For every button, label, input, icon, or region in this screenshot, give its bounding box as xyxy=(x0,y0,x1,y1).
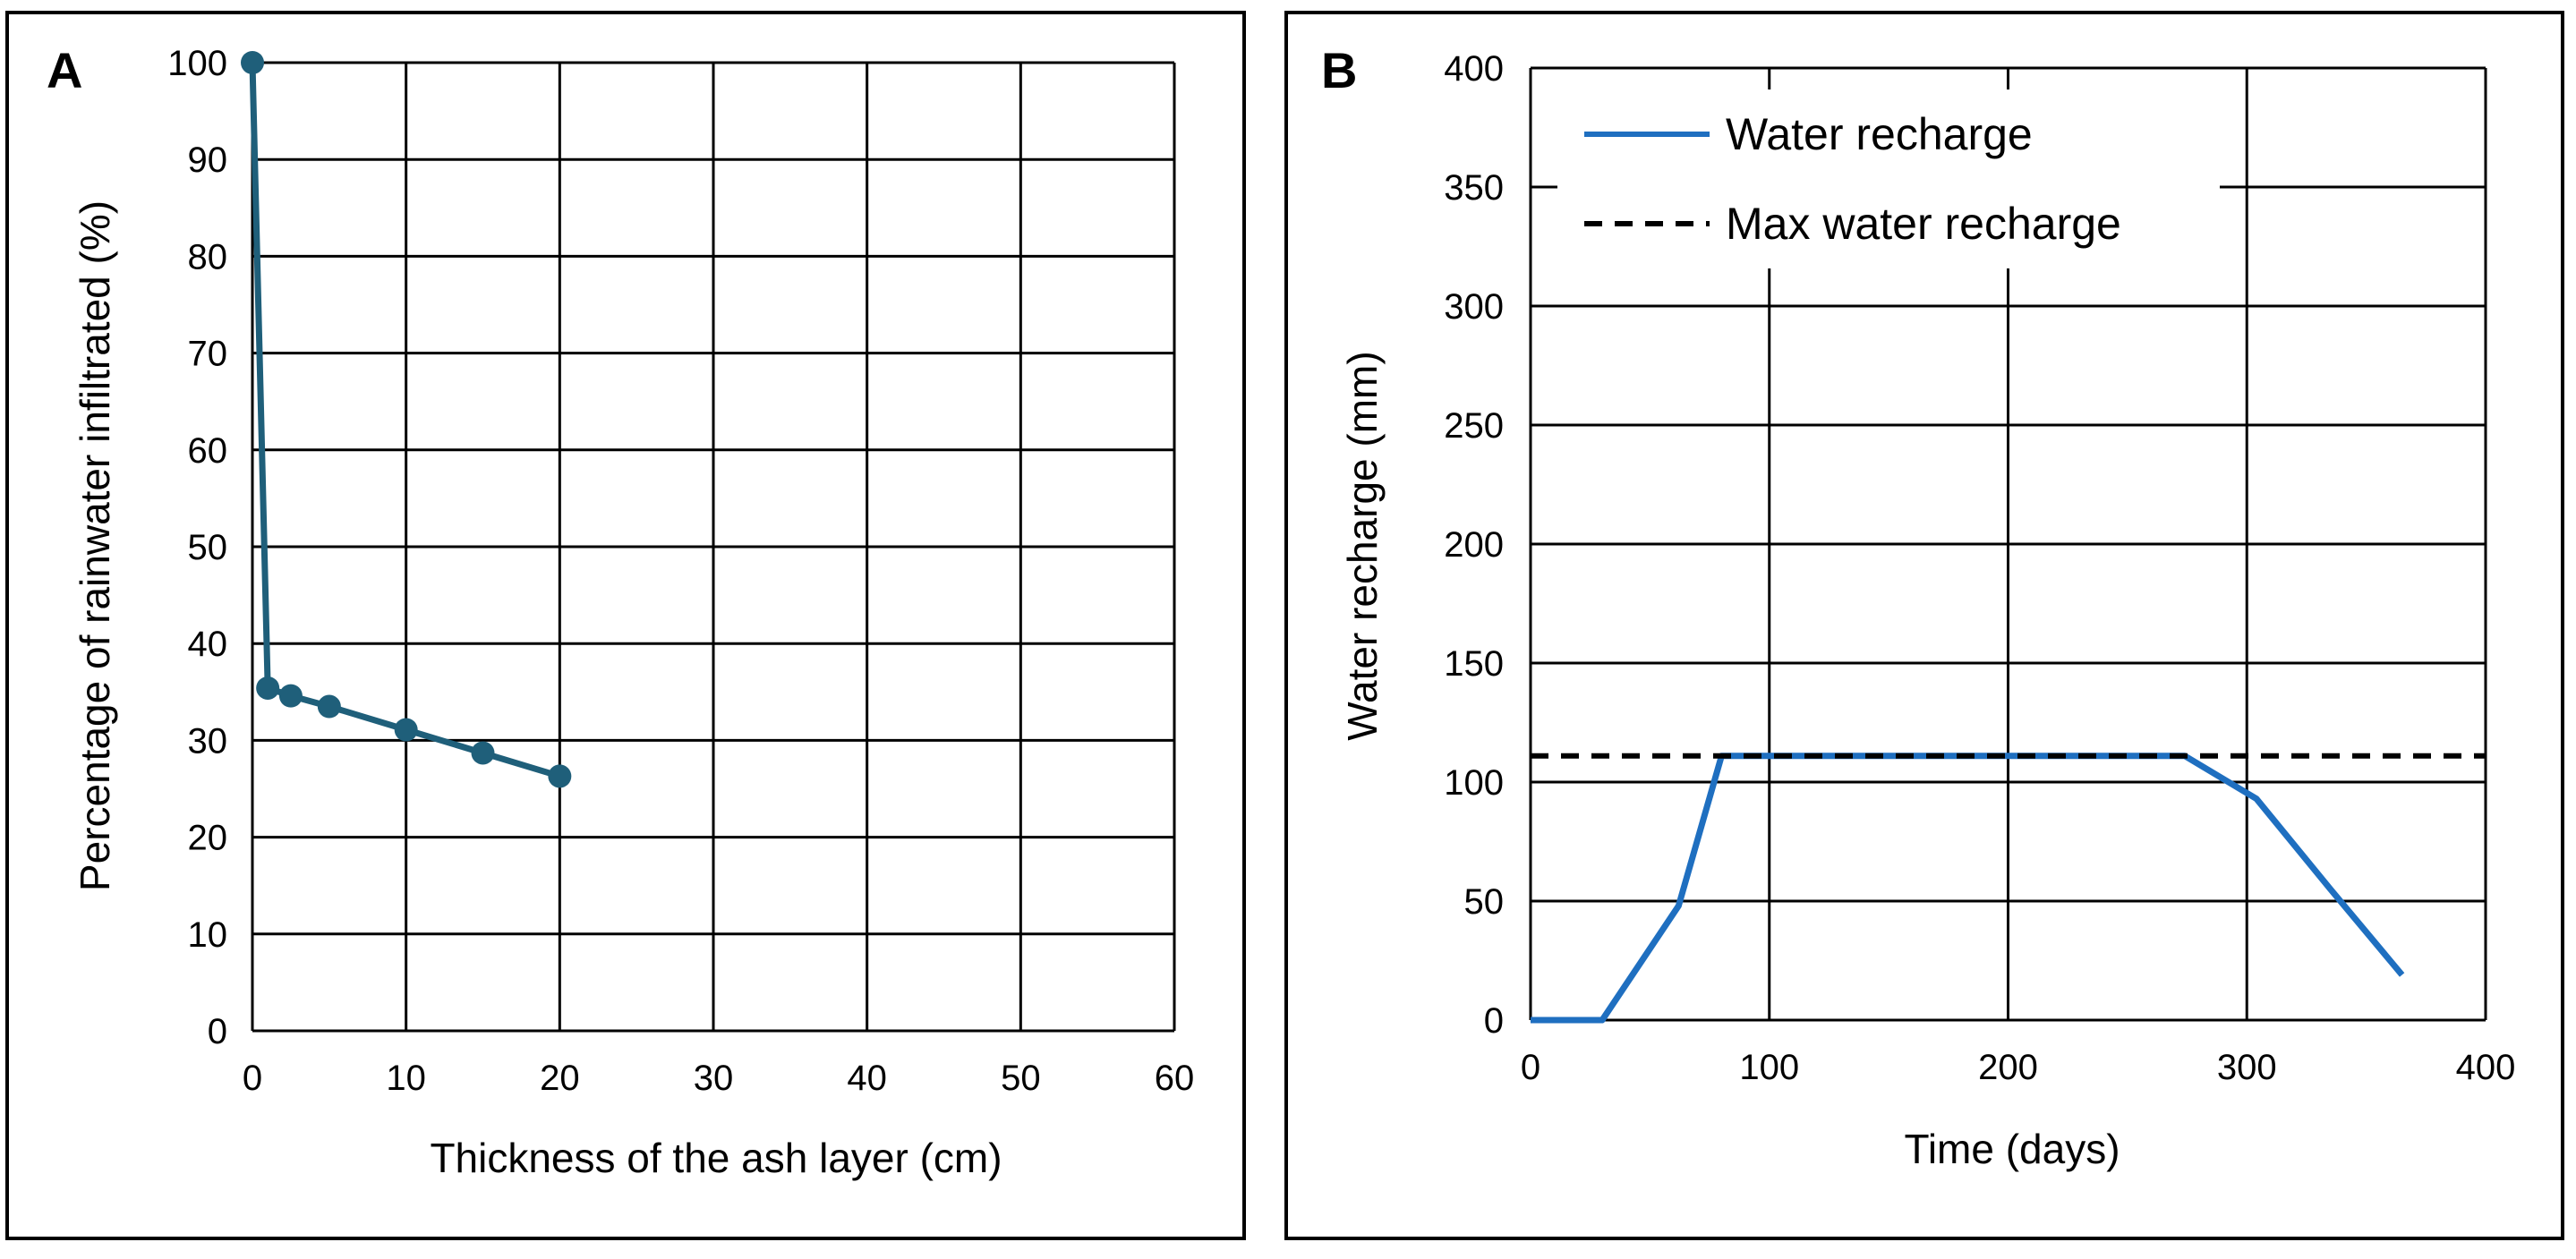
panel-a-x-axis-title: Thickness of the ash layer (cm) xyxy=(430,1135,1002,1181)
panel-b: B 0 100 200 300 400050100150200250300350400 … xyxy=(1284,11,2564,1240)
panel-a-ticks: 0 10 20 30 40 50 60 0 10 20 30 40 50 60 70 80 90 100 xyxy=(167,44,1194,1098)
x-tick-label: 20 xyxy=(540,1059,580,1098)
panel-b-frame xyxy=(1284,11,2564,1240)
panel-b-x-axis-title: Time (days) xyxy=(1904,1126,2120,1172)
y-tick-label: 50 xyxy=(1464,882,1505,922)
panel-b-legend-box xyxy=(1557,89,2220,268)
y-tick-label: 150 xyxy=(1444,644,1504,684)
panel-b-letter: B xyxy=(1321,42,1357,98)
y-tick-label: 20 xyxy=(188,819,228,858)
y-tick-label: 300 xyxy=(1444,287,1504,327)
series-line-water-recharge xyxy=(1531,753,2405,1024)
panel-b-ticks: 0 100 200 300 400 0 50 100 150 200 250 300 350 400 xyxy=(1444,49,2515,1087)
y-tick-label: 40 xyxy=(188,625,228,664)
panel-a-letter: A xyxy=(47,42,82,98)
x-tick-label: 30 xyxy=(694,1059,734,1098)
y-tick-label: 90 xyxy=(188,140,228,180)
x-tick-label: 400 xyxy=(2456,1048,2516,1087)
x-tick-label: 300 xyxy=(2217,1048,2277,1087)
y-tick-label: 0 xyxy=(1484,1001,1504,1041)
panel-a-frame xyxy=(5,11,1246,1240)
y-tick-label: 400 xyxy=(1444,49,1504,89)
data-point xyxy=(241,51,264,74)
y-tick-label: 50 xyxy=(188,528,228,567)
panel-b-y-axis-title: Water recharge (mm) xyxy=(1339,351,1386,740)
x-tick-label: 0 xyxy=(243,1059,262,1098)
legend-label-water-recharge: Water recharge xyxy=(1726,109,2033,159)
data-point xyxy=(317,694,341,719)
panel-a-grid xyxy=(251,61,1176,1033)
panel-b-legend: Water recharge Max water recharge xyxy=(1584,109,2121,249)
y-tick-label: 250 xyxy=(1444,406,1504,446)
x-tick-label: 0 xyxy=(1521,1048,1540,1087)
y-tick-label: 200 xyxy=(1444,525,1504,565)
data-point xyxy=(548,764,572,788)
data-point xyxy=(394,718,418,742)
x-tick-label: 200 xyxy=(1978,1048,2038,1087)
y-tick-label: 100 xyxy=(167,44,227,83)
data-point xyxy=(278,684,303,708)
y-tick-label: 70 xyxy=(188,335,228,374)
x-tick-label: 100 xyxy=(1739,1048,1799,1087)
y-tick-label: 60 xyxy=(188,431,228,471)
legend-label-max-water-recharge: Max water recharge xyxy=(1726,199,2121,249)
y-tick-label: 80 xyxy=(188,237,228,276)
x-tick-label: 60 xyxy=(1155,1059,1195,1098)
y-tick-label: 350 xyxy=(1444,168,1504,208)
x-tick-label: 10 xyxy=(386,1059,426,1098)
panel-a-y-axis-title: Percentage of rainwater infiltrated (%) xyxy=(72,200,118,891)
data-point xyxy=(471,741,495,765)
x-tick-label: 50 xyxy=(1001,1059,1041,1098)
panel-a: A 0 10 20 30 40 50 60 0 10 20 30 40 50 60 70 80 90 100 Th… xyxy=(5,11,1246,1240)
y-tick-label: 100 xyxy=(1444,763,1504,803)
x-tick-label: 40 xyxy=(847,1059,887,1098)
y-tick-label: 10 xyxy=(188,915,228,955)
y-tick-label: 30 xyxy=(188,721,228,761)
data-point xyxy=(256,676,280,700)
panel-b-series xyxy=(1531,753,2486,1024)
panel-a-series xyxy=(241,51,572,788)
y-tick-label: 0 xyxy=(208,1012,227,1051)
